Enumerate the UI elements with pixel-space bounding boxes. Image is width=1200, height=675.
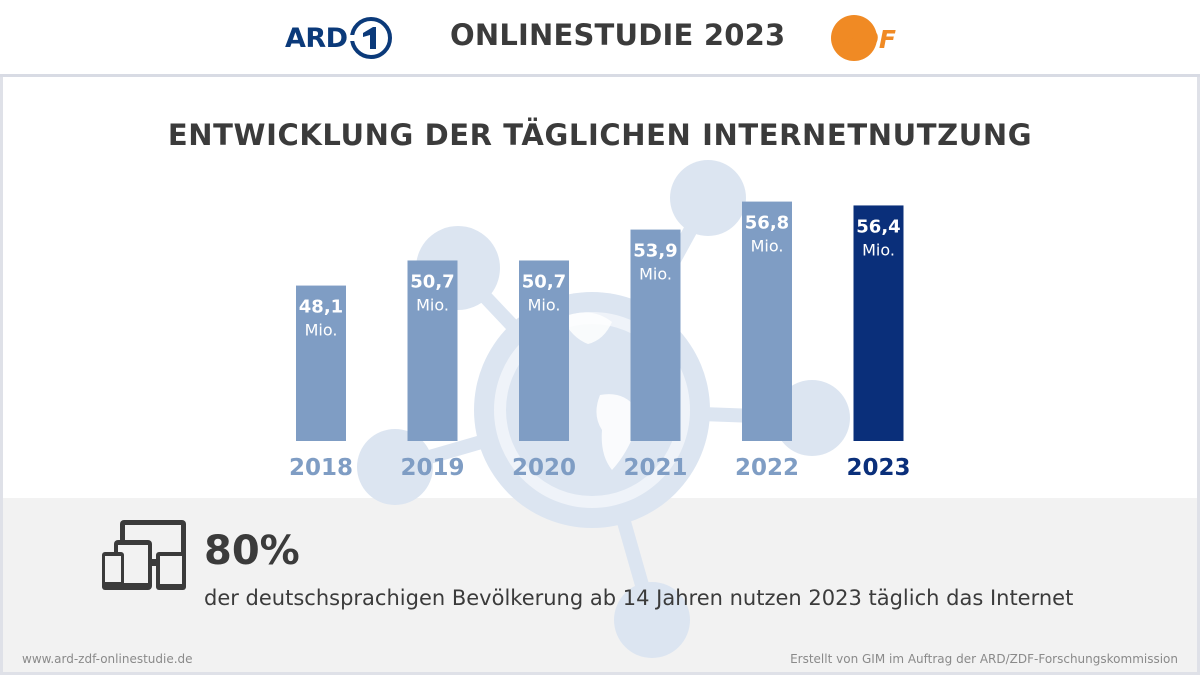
unit-label-2019: Mio.	[416, 295, 449, 314]
ard-one-icon	[348, 17, 392, 59]
header-divider	[0, 74, 1200, 77]
zdf-logo-text: ZDF	[839, 25, 896, 54]
bar-2020	[519, 260, 569, 441]
tick-label-2021: 2021	[623, 455, 687, 481]
devices-icon	[102, 520, 186, 590]
footer-website: www.ard-zdf-onlinestudie.de	[22, 652, 193, 666]
value-label-2021: 53,9	[633, 241, 677, 262]
tick-label-2023: 2023	[846, 455, 910, 481]
unit-label-2021: Mio.	[639, 265, 672, 284]
unit-label-2020: Mio.	[528, 295, 561, 314]
bar-2018	[296, 285, 346, 441]
bar-2019	[407, 260, 458, 441]
ard-logo: ARD	[285, 12, 393, 64]
value-label-2020: 50,7	[522, 271, 566, 292]
zdf-logo: ZDF	[831, 15, 896, 61]
chart-title: ENTWICKLUNG DER TÄGLICHEN INTERNETNUTZUN…	[167, 118, 1033, 152]
unit-label-2018: Mio.	[305, 321, 338, 340]
unit-label-2023: Mio.	[862, 240, 895, 259]
tick-label-2018: 2018	[289, 455, 353, 481]
header-bar: ARD ONLINESTUDIE 2023 ZDF	[0, 0, 1200, 77]
tick-label-2019: 2019	[400, 455, 464, 481]
bar-2022	[742, 201, 792, 441]
page-title: ONLINESTUDIE 2023	[450, 18, 786, 52]
tick-label-2020: 2020	[512, 455, 576, 481]
footer-credit: Erstellt von GIM im Auftrag der ARD/ZDF-…	[790, 652, 1178, 666]
unit-label-2022: Mio.	[751, 237, 784, 256]
stat-value: 80%	[204, 528, 300, 574]
ard-logo-text: ARD	[285, 22, 348, 54]
bar-2021	[630, 229, 681, 441]
bar-2023	[853, 205, 904, 441]
value-label-2018: 48,1	[299, 297, 343, 318]
stat-description: der deutschsprachigen Bevölkerung ab 14 …	[204, 586, 1074, 610]
value-label-2019: 50,7	[410, 271, 454, 292]
tick-label-2022: 2022	[735, 455, 799, 481]
value-label-2023: 56,4	[856, 216, 900, 237]
value-label-2022: 56,8	[745, 213, 789, 234]
content-frame	[0, 77, 1200, 675]
